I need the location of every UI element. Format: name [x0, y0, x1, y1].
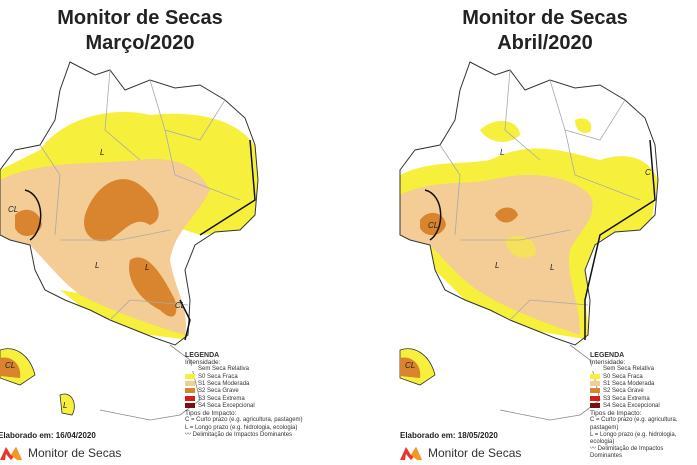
legend-item: Sem Seca Relativa: [185, 366, 303, 373]
logo-text: Monitor de Secas: [28, 446, 122, 460]
label-l: L: [500, 148, 504, 157]
label-l: L: [495, 261, 499, 270]
legend-title: LEGENDA: [590, 352, 625, 359]
legend-intensity: Intensidade:: [590, 359, 626, 367]
map-march: L CL L L CL CL L: [0, 61, 259, 421]
legend-item: S0 Seca Fraca: [590, 373, 697, 381]
title-april: Monitor de Secas Abril/2020: [425, 6, 665, 56]
label-l: L: [145, 263, 149, 272]
legend-item: S4 Seca Excepcional: [185, 402, 303, 410]
label-cl: CL: [5, 361, 15, 370]
legend-impact-c: C = Curto prazo (e.g. agricultura, pasta…: [185, 417, 303, 424]
legend-item: S1 Seca Moderada: [185, 380, 303, 388]
logo-march: Monitor de Secas: [0, 445, 121, 461]
title-line2: Abril/2020: [497, 32, 593, 54]
impact-delineation: [424, 139, 656, 340]
title-line2: Março/2020: [85, 32, 195, 54]
legend-impact-title: Tipos de Impacto:: [185, 410, 237, 418]
title-march: Monitor de Secas Março/2020: [20, 6, 260, 56]
legend-item: S4 Seca Excepcional: [590, 402, 697, 410]
label-cl: CL: [428, 221, 438, 230]
legend-item: Sem Seca Relativa: [590, 366, 697, 373]
legend-delineation: 〰 Delimitação de Impactos Dominantes: [185, 431, 293, 438]
label-l: L: [95, 261, 99, 270]
label-l: L: [100, 148, 104, 157]
legend-delineation: 〰 Delimitação de Impactos Dominantes: [590, 446, 664, 460]
title-line1: Monitor de Secas: [462, 7, 628, 29]
label-c: C: [645, 168, 651, 177]
elaborated-date-march: Elaborado em: 16/04/2020: [0, 431, 96, 440]
state-borders: [39, 69, 241, 321]
legend-impact-l: L = Longo prazo (e.g. hidrologia, ecolog…: [185, 424, 298, 431]
legend-item: S2 Seca Grave: [590, 388, 697, 395]
region-s2: [420, 207, 518, 236]
elaborated-date-april: Elaborado em: 18/05/2020: [400, 431, 498, 440]
legend-intensity: Intensidade:: [185, 359, 221, 367]
logo-icon: [400, 447, 422, 460]
legend-item: S0 Seca Fraca: [185, 373, 303, 381]
legend-impact-title: Tipos de Impacto:: [590, 410, 642, 418]
label-l: L: [63, 401, 67, 410]
legend-march: LEGENDA Intensidade: Sem Seca Relativa S…: [185, 352, 303, 439]
logo-text: Monitor de Secas: [428, 446, 522, 460]
label-cl: CL: [175, 301, 185, 310]
legend-title: LEGENDA: [185, 352, 220, 359]
legend-item: S3 Seca Extrema: [185, 395, 303, 403]
logo-april: Monitor de Secas: [400, 445, 521, 461]
legend-item: S3 Seca Extrema: [590, 395, 697, 403]
legend-impact-c: C = Curto prazo (e.g. agricultura, pasta…: [590, 417, 678, 431]
label-l: L: [550, 263, 554, 272]
legend-item: S2 Seca Grave: [185, 388, 303, 395]
legend-impact-l: L = Longo prazo (e.g. hidrologia, ecolog…: [590, 431, 677, 445]
label-cl: CL: [405, 361, 415, 370]
region-s1-light: [505, 235, 536, 258]
title-line1: Monitor de Secas: [57, 7, 223, 29]
logo-icon: [0, 447, 22, 460]
legend-april: LEGENDA Intensidade: Sem Seca Relativa S…: [590, 352, 697, 461]
impact-delineation: [24, 139, 256, 341]
legend-item: S1 Seca Moderada: [590, 380, 697, 388]
label-cl: CL: [8, 205, 18, 214]
region-s2: [15, 179, 177, 317]
region-s1: [400, 175, 593, 335]
